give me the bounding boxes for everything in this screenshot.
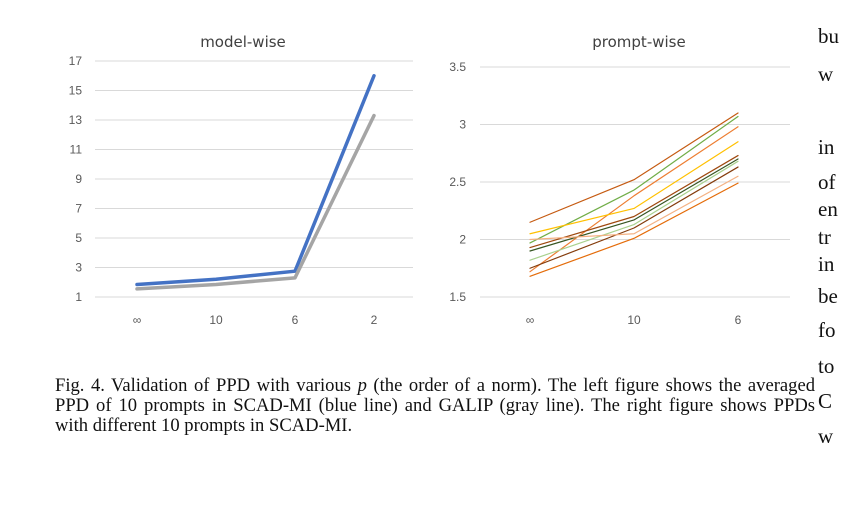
side-fragment: bu	[818, 24, 839, 48]
right-y-tick-labels: 3.5 3 2.5 2 1.5	[449, 60, 466, 304]
left-gridlines	[95, 60, 413, 298]
right-y-tick-label: 1.5	[449, 290, 466, 304]
right-y-tick-label: 2.5	[449, 175, 466, 189]
side-fragment: w	[818, 62, 834, 86]
right-x-tick-labels: ∞ 10 6	[526, 313, 742, 327]
right-chart: prompt-wise 3.5 3 2.5 2 1.5 ∞ 10 6	[449, 33, 790, 327]
left-series-lines	[135, 74, 376, 291]
side-fragment: in	[818, 252, 835, 276]
left-x-tick-labels: ∞ 10 6 2	[133, 313, 378, 327]
left-x-tick-label: 10	[209, 313, 223, 327]
caption-text-2: (the order of a norm). The left figure s…	[55, 375, 816, 436]
side-fragment: in	[818, 135, 835, 159]
right-x-tick-label: 10	[627, 313, 641, 327]
right-series-line-7	[529, 160, 739, 261]
side-fragment: to	[818, 354, 835, 378]
side-fragment: fo	[818, 318, 836, 342]
side-fragment: tr	[818, 225, 831, 249]
right-series-line-6	[529, 158, 739, 252]
right-series-line-3	[529, 126, 739, 273]
right-series-line-9	[529, 175, 739, 241]
left-y-tick-label: 5	[75, 231, 82, 245]
left-x-tick-label: ∞	[133, 313, 142, 327]
left-y-tick-label: 1	[75, 290, 82, 304]
right-chart-title: prompt-wise	[592, 33, 685, 51]
caption-text-1: Validation of PPD with various	[110, 375, 358, 396]
figure-charts: model-wise 17 15 13 11 9 7 5 3 1 ∞ 10 6 2 prompt-wi…	[69, 33, 790, 327]
left-chart-title: model-wise	[200, 33, 286, 51]
right-series-line-4	[529, 141, 739, 235]
caption-label: Fig. 4.	[55, 375, 105, 396]
left-y-tick-label: 3	[75, 261, 82, 275]
left-y-tick-labels: 17 15 13 11 9 7 5 3 1	[69, 54, 83, 304]
left-y-tick-label: 17	[69, 54, 83, 68]
right-y-tick-label: 3	[459, 118, 466, 132]
side-fragment: en	[818, 197, 838, 221]
left-y-tick-label: 11	[70, 143, 83, 157]
right-x-tick-label: ∞	[526, 313, 535, 327]
right-series-lines	[529, 112, 739, 277]
caption-variable: p	[357, 375, 367, 396]
right-gridlines	[480, 66, 790, 298]
left-y-tick-label: 7	[75, 202, 82, 216]
side-fragment: w	[818, 424, 834, 448]
left-series-line-1	[135, 74, 376, 287]
right-y-tick-label: 2	[459, 233, 466, 247]
left-x-tick-label: 2	[371, 313, 378, 327]
adjacent-column-text: bu w in of en tr in be fo to C w	[818, 0, 863, 515]
side-fragment: be	[818, 284, 838, 308]
left-chart: model-wise 17 15 13 11 9 7 5 3 1 ∞ 10 6 2	[69, 33, 413, 327]
side-fragment: C	[818, 389, 833, 413]
left-y-tick-label: 15	[69, 84, 83, 98]
left-series-line-2	[135, 113, 376, 291]
right-x-tick-label: 6	[735, 313, 742, 327]
side-fragment: of	[818, 170, 836, 194]
right-series-line-1	[529, 112, 739, 223]
left-x-tick-label: 6	[292, 313, 299, 327]
left-y-tick-label: 9	[75, 172, 82, 186]
right-series-line-8	[529, 166, 739, 269]
figure-caption: Fig. 4. Validation of PPD with various p …	[55, 376, 815, 436]
right-series-line-10	[529, 182, 739, 277]
left-y-tick-label: 13	[69, 113, 83, 127]
right-y-tick-label: 3.5	[449, 60, 466, 74]
